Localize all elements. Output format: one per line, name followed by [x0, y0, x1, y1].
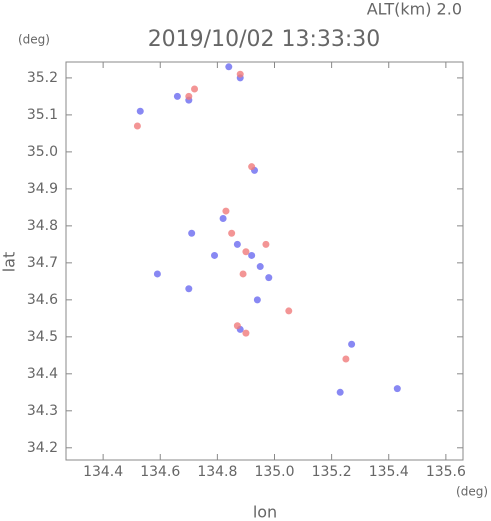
radar-echo [153, 270, 161, 278]
y-tick-label: 34.6 [27, 292, 58, 308]
x-axis-title: lon [253, 503, 277, 521]
y-tick-label: 34.9 [27, 181, 58, 197]
radar-echo [222, 207, 230, 215]
radar-echo [239, 270, 247, 278]
radar-echo [348, 340, 356, 348]
x-tick-label: 135.2 [312, 464, 352, 480]
y-tick-label: 34.8 [27, 218, 58, 234]
radar-echo [188, 229, 196, 237]
chart-title: 2019/10/02 13:33:30 [148, 27, 381, 52]
chart-subtitle: ALT(km) 2.0 [367, 0, 462, 19]
radar-echo [191, 85, 199, 93]
radar-echo [236, 70, 244, 78]
radar-echo [211, 251, 219, 259]
radar-echo [173, 92, 181, 100]
radar-echo [242, 329, 250, 337]
x-tick-label: 134.8 [197, 464, 237, 480]
y-tick-label: 35.0 [27, 144, 58, 160]
radar-echo [225, 63, 233, 71]
y-unit: (deg) [18, 33, 50, 47]
radar-echo [265, 274, 273, 282]
radar-echo [285, 307, 293, 315]
radar-echo [133, 122, 141, 130]
y-axis-title: lat [0, 252, 19, 273]
y-tick-label: 35.1 [27, 107, 58, 123]
radar-echo [233, 322, 241, 330]
y-tick-label: 34.4 [27, 366, 58, 382]
x-tick-label: 135.6 [426, 464, 466, 480]
radar-echo [256, 263, 264, 271]
radar-echo [219, 214, 227, 222]
radar-echo [136, 107, 144, 115]
y-tick-label: 34.5 [27, 329, 58, 345]
radar-echo [253, 296, 261, 304]
radar-echo [228, 229, 236, 237]
radar-echo [233, 240, 241, 248]
x-tick-label: 135.0 [254, 464, 294, 480]
radar-echo [336, 388, 344, 396]
radar-echo [185, 285, 193, 293]
x-tick-label: 134.6 [140, 464, 180, 480]
radar-echo [393, 385, 401, 393]
x-tick-label: 134.4 [83, 464, 123, 480]
radar-echo [262, 240, 270, 248]
y-tick-label: 35.2 [27, 70, 58, 86]
x-unit: (deg) [456, 485, 488, 499]
x-tick-label: 135.4 [369, 464, 409, 480]
radar-echo [342, 355, 350, 363]
y-tick-label: 34.2 [27, 440, 58, 456]
radar-echo [248, 251, 256, 259]
radar-echo [248, 163, 256, 171]
plot-frame [65, 61, 464, 461]
y-tick-label: 34.7 [27, 255, 58, 271]
radar-echo [185, 92, 193, 100]
y-tick-label: 34.3 [27, 403, 58, 419]
radar-echo [242, 248, 250, 256]
